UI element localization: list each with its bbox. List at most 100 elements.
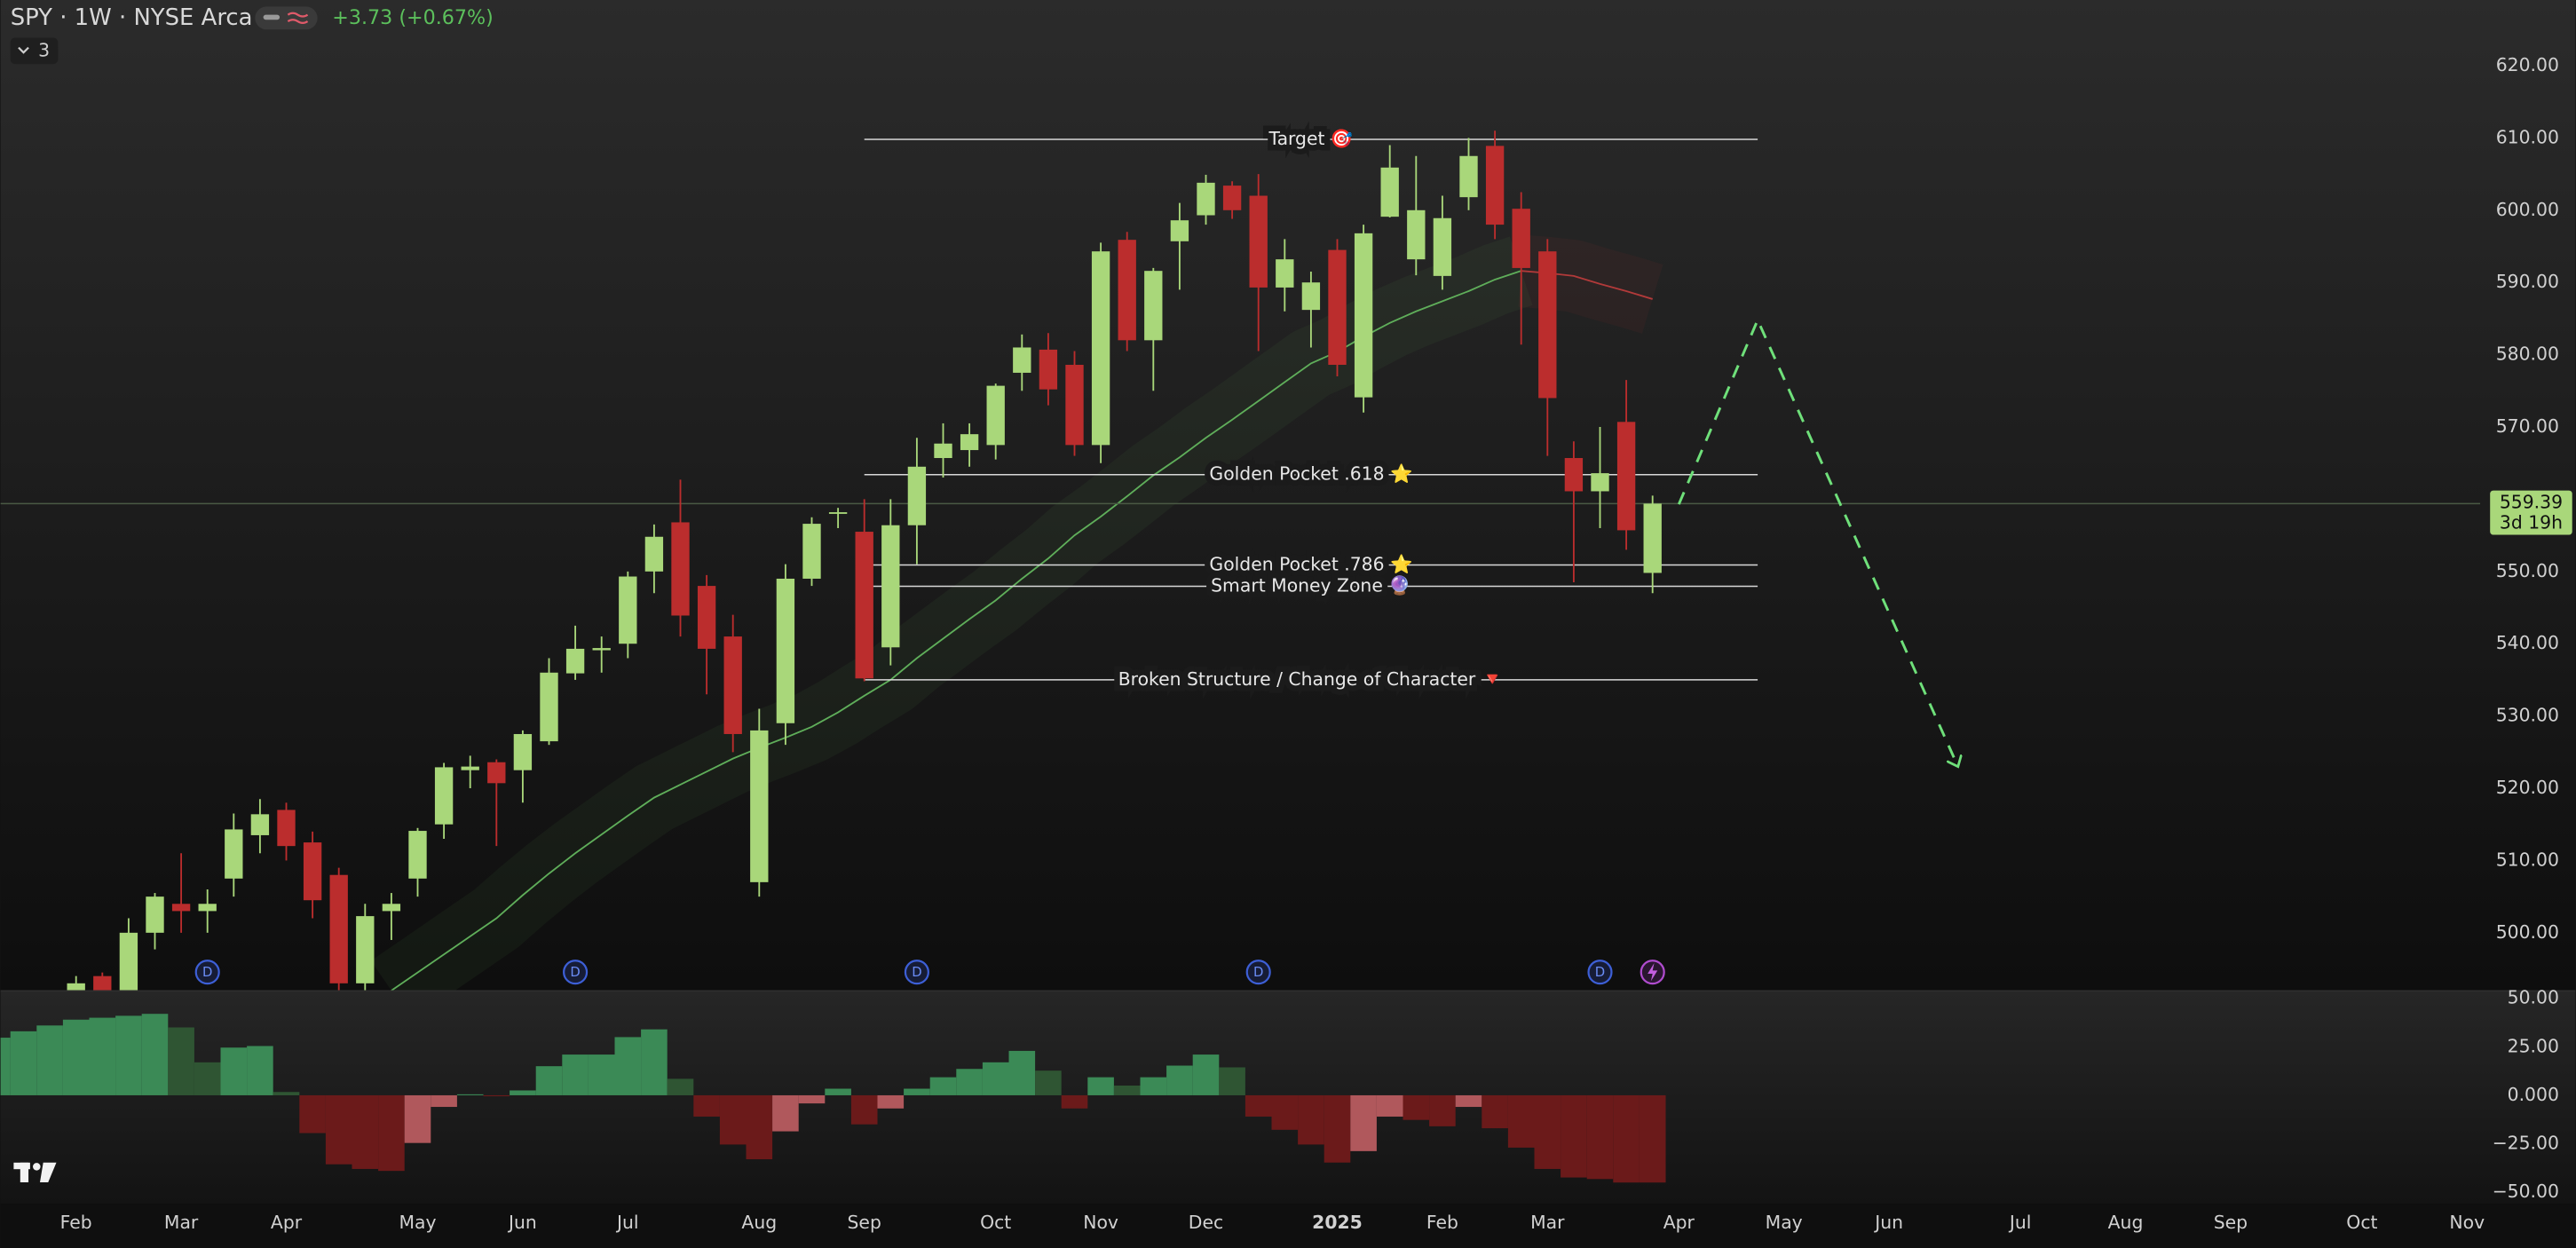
x-tick-label: Apr [1663,1212,1695,1233]
histogram-bar [115,1015,142,1095]
histogram-bar [1455,1094,1482,1108]
candle-body [1144,271,1163,341]
histogram-bar [1534,1094,1561,1169]
histogram-bar [456,1094,484,1095]
annotation-label: Broken Structure / Change of Character 🔻 [1118,668,1504,690]
y-tick-label: 570.00 [2496,415,2559,437]
candle-body [750,730,769,882]
y-tick-label: 25.00 [2508,1035,2559,1056]
histogram-bar [1324,1094,1351,1163]
histogram-bar [1008,1050,1036,1095]
candle-body [93,975,112,991]
histogram-bar [194,1062,221,1095]
histogram-bar [562,1054,589,1095]
candle-body [225,829,243,879]
histogram-bar [247,1046,273,1095]
y-tick-label: −50.00 [2493,1181,2559,1202]
indicator-toggle[interactable] [10,37,59,65]
x-tick-label: Mar [1530,1212,1565,1233]
dividend-marker [904,960,929,985]
candle-body [382,904,401,912]
x-tick-label: Jun [1873,1212,1903,1233]
candle-body [146,897,164,933]
candle-body [1091,251,1110,446]
candle-body [1249,195,1268,288]
dividend-label: D [912,965,921,980]
x-tick-label: Jun [507,1212,537,1233]
y-tick-label: −25.00 [2493,1133,2559,1154]
axes: 500.00510.00520.00530.00540.00550.00560.… [60,54,2572,1233]
candle-body [960,434,979,451]
y-tick-label: 530.00 [2496,705,2559,726]
candle-body [250,814,270,835]
histogram-bar [62,1019,90,1095]
histogram-bar [772,1094,799,1132]
y-tick-label: 500.00 [2496,921,2559,943]
histogram-bar [431,1094,457,1108]
dividend-marker [1587,960,1613,985]
candle-body [1013,347,1031,373]
candle-body [329,874,348,983]
histogram-bar [510,1090,536,1095]
candle-body [1301,282,1321,311]
histogram-bar [1561,1094,1587,1178]
histogram-bar [1298,1094,1324,1145]
histogram-bar [1586,1094,1614,1180]
candle-body [1538,251,1557,399]
histogram-bar [352,1094,379,1169]
y-tick-label: 540.00 [2496,632,2559,653]
histogram-bar [1639,1094,1666,1183]
pill-icon [287,12,309,25]
candle-body [619,576,637,644]
time-axis [0,1204,2576,1248]
candle-body [513,733,533,770]
candle-body [1459,155,1478,198]
histogram-bar [483,1094,510,1097]
candle-body [1433,217,1452,276]
candle-body [565,648,585,674]
dividend-label: D [1595,965,1605,980]
histogram-bar [168,1027,194,1095]
candle-body [1354,233,1373,398]
histogram-bar [141,1014,169,1095]
candle-body [171,904,191,912]
histogram-bar [220,1047,248,1095]
price-label: 559.39 [2500,491,2563,512]
x-tick-label: Dec [1189,1212,1223,1233]
candle-body [1170,220,1189,241]
histogram-bar [719,1094,747,1145]
candle-body [1643,503,1662,573]
histogram-bar [798,1094,826,1104]
histogram-bar [10,1031,37,1095]
candle-body [1039,349,1058,390]
x-tick-label: Oct [980,1212,1011,1233]
y-tick-label: 620.00 [2496,54,2559,75]
histogram-bar [1482,1094,1508,1129]
candle-body [356,916,375,983]
chevron [18,46,29,54]
x-tick-label: Nov [2449,1212,2485,1233]
dividend-label: D [1253,965,1263,980]
candle-body [119,932,138,991]
annotation-label: Golden Pocket .618 ⭐ [1209,463,1412,485]
histogram-bar [1245,1094,1272,1117]
pill-icon [263,14,281,20]
dividend-label: D [570,965,580,980]
histogram-bar [825,1088,851,1095]
candle-body [67,983,85,991]
y-tick-label: 610.00 [2496,126,2559,147]
candle-body [487,762,506,784]
dividend-marker [563,960,589,985]
candle-body [592,648,611,651]
earnings-icon[interactable] [1640,960,1665,985]
symbol-title: SPY · 1W · NYSE Arca [11,4,253,31]
histogram-bar [36,1025,63,1095]
x-tick-label: Sep [2214,1212,2248,1233]
histogram-bar [982,1062,1009,1095]
histogram-bar [89,1017,116,1095]
histogram-bar [877,1094,905,1109]
histogram-bar [325,1094,352,1165]
candle-body [1065,365,1084,446]
candle-body [461,766,479,770]
candle-body [671,522,690,616]
